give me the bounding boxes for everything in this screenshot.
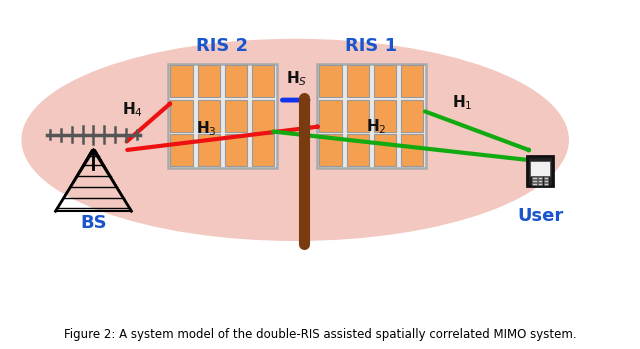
FancyBboxPatch shape [532,183,537,185]
FancyBboxPatch shape [538,177,542,179]
FancyBboxPatch shape [346,100,369,132]
FancyBboxPatch shape [319,65,342,97]
FancyBboxPatch shape [198,134,220,166]
Text: $\mathbf{H}_2$: $\mathbf{H}_2$ [366,117,387,136]
FancyBboxPatch shape [170,134,193,166]
FancyBboxPatch shape [198,65,220,97]
FancyBboxPatch shape [170,100,193,132]
FancyBboxPatch shape [170,65,193,97]
FancyBboxPatch shape [527,156,554,186]
FancyBboxPatch shape [538,183,542,185]
FancyBboxPatch shape [374,65,396,97]
FancyBboxPatch shape [252,100,274,132]
FancyBboxPatch shape [544,177,548,179]
FancyBboxPatch shape [544,180,548,183]
FancyBboxPatch shape [225,65,247,97]
FancyBboxPatch shape [346,65,369,97]
FancyBboxPatch shape [374,100,396,132]
FancyBboxPatch shape [225,134,247,166]
FancyBboxPatch shape [252,134,274,166]
FancyBboxPatch shape [225,100,247,132]
FancyBboxPatch shape [531,161,550,176]
Text: Figure 2: A system model of the double-RIS assisted spatially correlated MIMO sy: Figure 2: A system model of the double-R… [64,328,576,341]
FancyBboxPatch shape [401,134,423,166]
FancyBboxPatch shape [374,134,396,166]
FancyBboxPatch shape [532,180,537,183]
Text: $\mathbf{H}_1$: $\mathbf{H}_1$ [452,94,473,112]
FancyBboxPatch shape [252,65,274,97]
FancyBboxPatch shape [544,183,548,185]
Text: RIS 1: RIS 1 [345,37,397,55]
FancyBboxPatch shape [319,134,342,166]
Ellipse shape [22,39,568,240]
Text: $\mathbf{H}_S$: $\mathbf{H}_S$ [286,69,307,88]
FancyBboxPatch shape [198,100,220,132]
FancyBboxPatch shape [317,64,426,168]
FancyBboxPatch shape [401,100,423,132]
FancyBboxPatch shape [532,177,537,179]
Text: User: User [517,207,563,225]
Text: BS: BS [80,214,107,232]
Text: RIS 2: RIS 2 [196,37,248,55]
FancyBboxPatch shape [346,134,369,166]
Text: $\mathbf{H}_3$: $\mathbf{H}_3$ [196,120,217,138]
Text: $\mathbf{H}_4$: $\mathbf{H}_4$ [122,101,143,119]
FancyBboxPatch shape [168,64,276,168]
FancyBboxPatch shape [538,180,542,183]
FancyBboxPatch shape [401,65,423,97]
FancyBboxPatch shape [319,100,342,132]
